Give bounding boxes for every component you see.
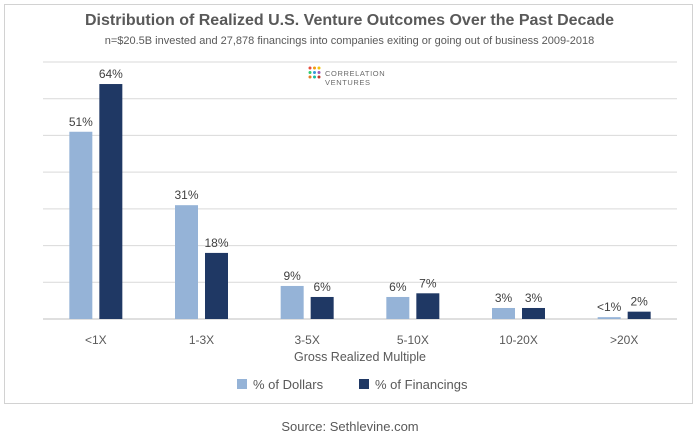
logo-line-1: CORRELATION	[325, 69, 386, 78]
chart-frame: Distribution of Realized U.S. Venture Ou…	[4, 4, 693, 404]
data-label: 6%	[313, 280, 331, 294]
data-label: 64%	[99, 67, 123, 81]
bar-dollars	[492, 307, 515, 319]
logo-dot	[317, 66, 321, 70]
logo-line-2: VENTURES	[325, 78, 371, 87]
x-tick-label: 10-20X	[499, 333, 538, 347]
legend-entry: % of Financings	[375, 377, 468, 392]
x-axis-title: Gross Realized Multiple	[294, 350, 426, 364]
logo-dot	[313, 71, 316, 74]
legend-swatch	[359, 379, 369, 389]
logo-dot	[308, 71, 312, 74]
bar-financings	[99, 84, 123, 320]
bar-chart: 51% 64% <1X 31% 18% 1-3X 9% 6% 3-5X 6% 7% 5-10X 3% 3%…	[43, 61, 677, 392]
bar-dollars	[597, 317, 621, 319]
data-label: 6%	[389, 280, 407, 294]
x-tick-label: >20X	[610, 333, 638, 347]
bar-dollars	[280, 285, 304, 319]
data-label: 3%	[525, 291, 543, 305]
data-label: <1%	[597, 300, 622, 314]
bar-financings	[416, 293, 440, 319]
bar-financings	[522, 307, 545, 319]
bar-dollars	[386, 296, 410, 319]
bar-financings	[627, 311, 651, 319]
correlation-ventures-logo-icon	[308, 66, 321, 79]
bar-dollars	[69, 131, 93, 319]
logo-dot	[313, 75, 316, 79]
data-label: 2%	[630, 295, 648, 309]
x-tick-label: <1X	[85, 333, 107, 347]
data-label: 18%	[204, 236, 228, 250]
data-label: 9%	[283, 269, 301, 283]
logo-dot	[313, 66, 316, 70]
legend-swatch	[237, 379, 247, 389]
chart-subtitle: n=$20.5B invested and 27,878 financings …	[104, 35, 595, 47]
source-caption: Source: Sethlevine.com	[281, 419, 419, 434]
logo-dot	[308, 75, 312, 79]
bar-financings	[310, 296, 334, 319]
legend-entry: % of Dollars	[253, 377, 324, 392]
bar-dollars	[175, 205, 198, 319]
data-label: 3%	[495, 291, 513, 305]
logo-dot	[317, 71, 321, 74]
logo-text: CORRELATION VENTURES	[325, 69, 385, 87]
logo-dot	[317, 75, 321, 79]
x-tick-label: 5-10X	[397, 333, 429, 347]
bar-financings	[205, 252, 228, 319]
data-label: 31%	[174, 188, 198, 202]
chart-title: Distribution of Realized U.S. Venture Ou…	[84, 12, 615, 29]
x-tick-label: 1-3X	[189, 333, 214, 347]
data-label: 51%	[69, 115, 93, 129]
data-label: 7%	[419, 276, 437, 290]
logo-dot	[308, 66, 312, 70]
x-tick-label: 3-5X	[294, 333, 319, 347]
